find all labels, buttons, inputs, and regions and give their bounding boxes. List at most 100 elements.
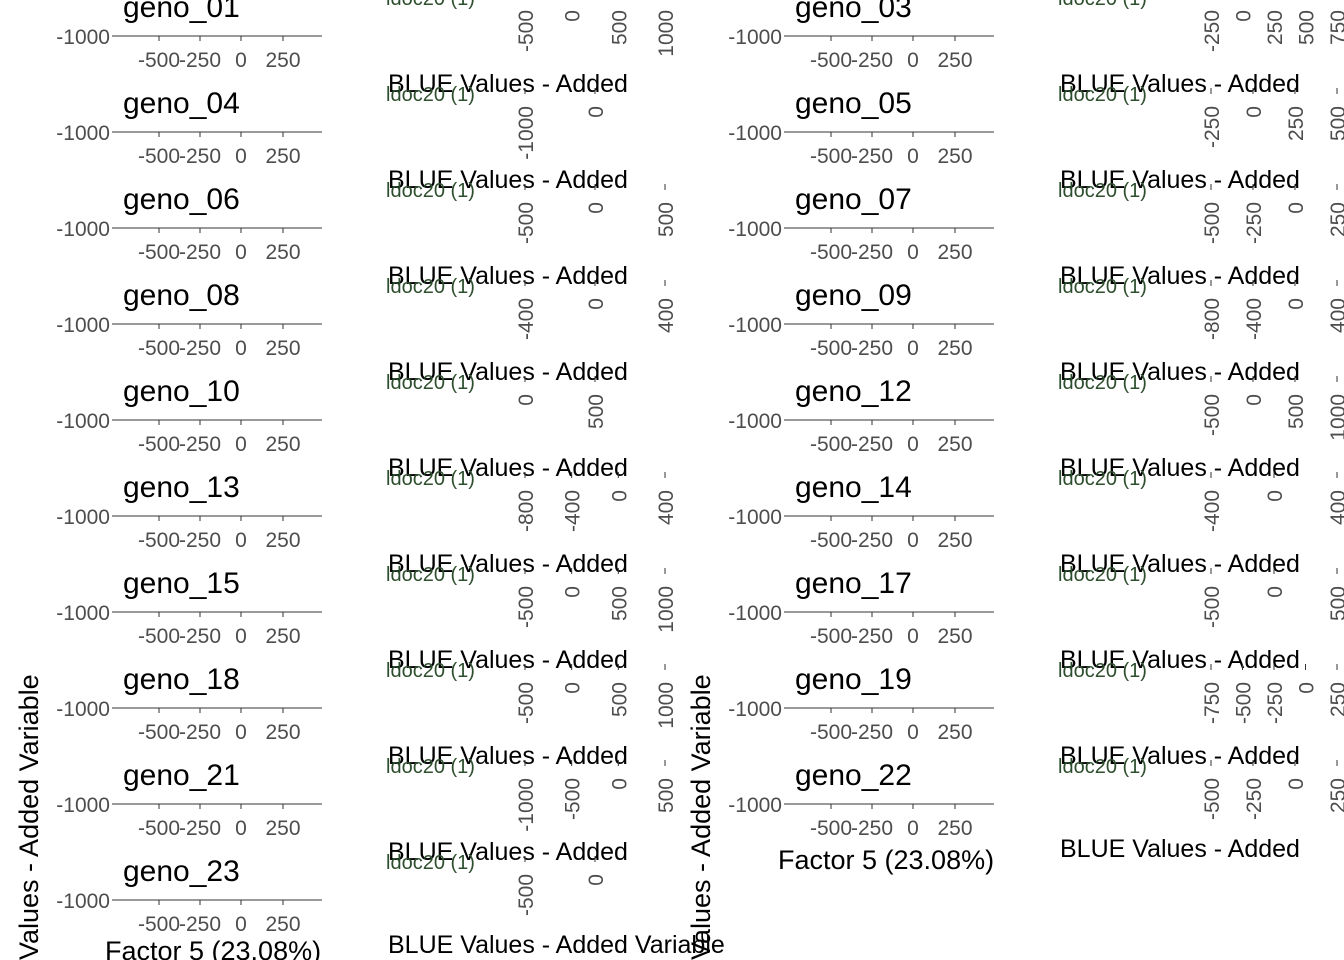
inset-tick-label: -1000	[515, 778, 538, 832]
inset-tick-label: -500	[515, 202, 538, 244]
facet-title: geno_23	[123, 855, 240, 888]
facet-title: geno_05	[795, 87, 912, 120]
x-tick-label: -250	[179, 145, 221, 168]
x-tick-label: 250	[937, 817, 972, 840]
y-tick-label: -1000	[56, 218, 110, 241]
x-tick-label: -500	[810, 145, 852, 168]
legend-label: ldoc20 (1)	[1058, 180, 1147, 202]
inset-tick-label: 250	[1285, 106, 1308, 141]
facet-title: geno_14	[795, 471, 912, 504]
x-tick-label: -500	[810, 241, 852, 264]
x-tick-label: 0	[907, 49, 919, 72]
inset-title: BLUE Values - Added	[388, 454, 628, 482]
inset-title: BLUE Values - Added	[1060, 70, 1300, 98]
inset-tick-label: 1000	[655, 682, 678, 729]
legend-label: ldoc20 (1)	[386, 756, 475, 778]
inset-tick-label: 0	[1296, 682, 1319, 694]
x-tick-label: -250	[851, 529, 893, 552]
x-tick-label: -500	[138, 145, 180, 168]
y-axis-title-right: Values - Added Variable	[686, 674, 716, 960]
inset-tick-label: 0	[562, 682, 585, 694]
legend-label: ldoc20 (1)	[1058, 372, 1147, 394]
y-tick-label: -1000	[728, 698, 782, 721]
y-tick-label: -1000	[728, 794, 782, 817]
facet-panel: geno_14 -1000 -500-250 0 250 ldoc20 (1) -400 0 4…	[728, 468, 1344, 578]
legend-label: ldoc20 (1)	[386, 852, 475, 874]
inset-tick-label: 400	[1327, 298, 1344, 333]
facet-title: geno_12	[795, 375, 912, 408]
facet-title: geno_09	[795, 279, 912, 312]
legend-label: ldoc20 (1)	[1058, 660, 1147, 682]
inset-tick-label: -250	[1243, 778, 1266, 820]
inset-tick-label: -500	[515, 874, 538, 916]
y-tick-label: -1000	[728, 506, 782, 529]
inset-tick-label: 500	[1296, 10, 1319, 45]
inset-tick-label: 0	[1285, 202, 1308, 214]
x-axis-title: Factor 5 (23.08%)	[105, 936, 321, 960]
facet-title: geno_17	[795, 567, 912, 600]
facet-panel: geno_08 -1000 -500-250 0 250 ldoc20 (1) -400 0 4…	[56, 276, 678, 386]
x-tick-label: -250	[179, 721, 221, 744]
inset-tick-label: 0	[585, 202, 608, 214]
inset-tick-label: 500	[655, 778, 678, 813]
legend-label: ldoc20 (1)	[386, 372, 475, 394]
inset-tick-label: 0	[1264, 490, 1287, 502]
x-tick-label: 0	[907, 817, 919, 840]
x-tick-label: 0	[235, 625, 247, 648]
x-tick-label: -250	[851, 721, 893, 744]
facet-title: geno_08	[123, 279, 240, 312]
inset-title: BLUE Values - Added	[1060, 550, 1300, 578]
inset-tick-label: 250	[1327, 778, 1344, 813]
right-column-footer: Factor 5 (23.08%) BLUE Values - Added Va…	[686, 674, 1300, 960]
x-tick-label: 250	[937, 145, 972, 168]
inset-tick-label: 500	[585, 394, 608, 429]
x-tick-label: -250	[851, 433, 893, 456]
inset-tick-label: 500	[655, 202, 678, 237]
legend-label: ldoc20 (1)	[1058, 276, 1147, 298]
inset-tick-label: 0	[608, 778, 631, 790]
inset-tick-label: -500	[1201, 778, 1224, 820]
x-tick-label: -500	[138, 337, 180, 360]
facet-panel: geno_13 -1000 -500-250 0 250 ldoc20 (1) -800 -4…	[56, 468, 678, 578]
inset-tick-label: 500	[608, 682, 631, 717]
x-tick-label: -500	[810, 721, 852, 744]
x-tick-label: 0	[235, 913, 247, 936]
x-tick-label: 0	[235, 49, 247, 72]
inset-tick-label: -400	[1243, 298, 1266, 340]
x-tick-label: -500	[810, 529, 852, 552]
x-tick-label: -250	[851, 49, 893, 72]
facet-title: geno_13	[123, 471, 240, 504]
inset-tick-label: -250	[1201, 10, 1224, 52]
facet-panel: geno_10 -1000 -500-250 0 250 ldoc20 (1) 0 500 BL…	[56, 372, 628, 482]
x-tick-label: -250	[851, 817, 893, 840]
x-tick-label: -500	[138, 625, 180, 648]
facet-title: geno_03	[795, 0, 912, 24]
x-tick-label: -250	[851, 625, 893, 648]
x-tick-label: 250	[265, 145, 300, 168]
x-tick-label: 250	[265, 241, 300, 264]
x-tick-label: -500	[810, 49, 852, 72]
x-tick-label: 250	[265, 529, 300, 552]
x-tick-label: -250	[179, 625, 221, 648]
x-tick-label: -500	[138, 913, 180, 936]
inset-title: BLUE Values - Added	[388, 166, 628, 194]
y-tick-label: -1000	[56, 698, 110, 721]
inset-tick-label: 0	[608, 490, 631, 502]
inset-tick-label: -250	[1201, 106, 1224, 148]
y-tick-label: -1000	[56, 410, 110, 433]
facet-panel: geno_04 -1000 -500-250 0 250 ldoc20 (1) -1000 0…	[56, 84, 628, 194]
x-tick-label: -500	[138, 721, 180, 744]
legend-label: ldoc20 (1)	[386, 660, 475, 682]
inset-tick-label: 1000	[655, 586, 678, 633]
x-tick-label: 0	[907, 625, 919, 648]
inset-title: BLUE Values - Added	[388, 262, 628, 290]
x-tick-label: 0	[907, 721, 919, 744]
facet-title: geno_06	[123, 183, 240, 216]
facet-title: geno_19	[795, 663, 912, 696]
